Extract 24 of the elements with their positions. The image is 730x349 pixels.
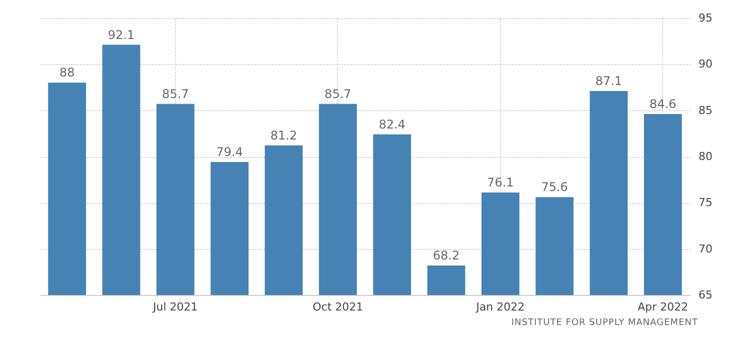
data-label: 87.1 — [595, 74, 622, 88]
text: INSTITUTE FOR SUPPLY MANAGEMENT — [511, 318, 698, 328]
data-label: 84.6 — [650, 97, 676, 112]
data-label: 82.4 — [378, 117, 406, 132]
data-label: 81.2 — [270, 128, 298, 142]
y-tick-label: 95 — [698, 12, 712, 24]
data-label: 88 — [59, 66, 75, 80]
data-label: 79.4 — [216, 145, 243, 160]
y-tick-label: 80 — [698, 150, 712, 163]
data-label: 68.2 — [432, 248, 460, 262]
data-label: 85.7 — [162, 86, 189, 101]
data-label: 92.1 — [108, 28, 135, 42]
data-label: 85.7 — [324, 86, 352, 101]
x-tick-label: Jan 2022 — [475, 300, 525, 314]
x-tick-label: Apr 2022 — [638, 300, 688, 314]
y-tick-label: 70 — [698, 242, 712, 256]
data-label: 75.6 — [541, 180, 568, 194]
data-label: 76.1 — [487, 176, 514, 190]
x-tick-label: Jul 2021 — [152, 300, 198, 314]
y-tick-label: 90 — [698, 58, 712, 71]
y-tick-label: 75 — [698, 196, 712, 210]
y-tick-label: 85 — [698, 104, 712, 117]
x-tick-label: Oct 2021 — [312, 300, 364, 314]
y-tick-label: 65 — [698, 288, 712, 302]
